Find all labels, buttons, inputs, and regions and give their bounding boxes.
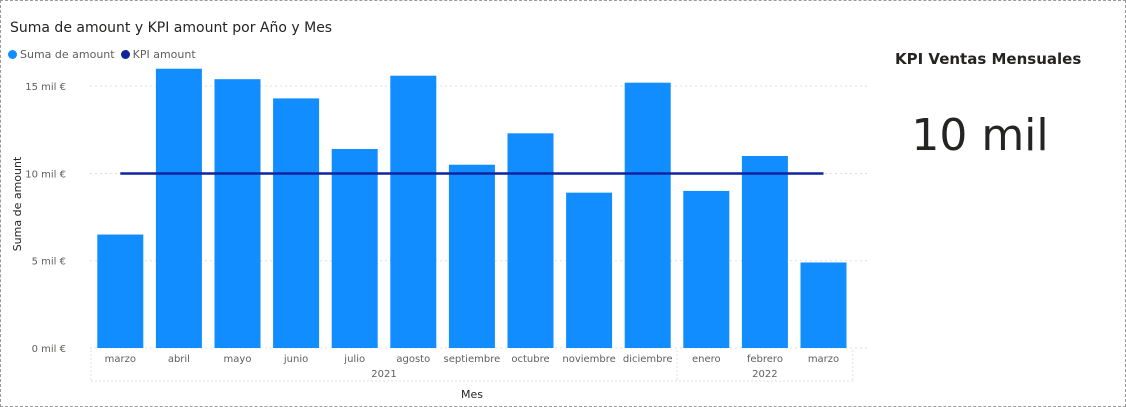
y-axis-title: Suma de amount [11, 156, 24, 251]
x-tick-label: junio [283, 354, 308, 365]
x-year-label: 2021 [371, 369, 396, 380]
y-tick-label: 15 mil € [25, 82, 66, 93]
y-tick-label: 10 mil € [25, 169, 66, 180]
legend-label-kpi: KPI amount [132, 48, 196, 61]
bar-5 [331, 149, 378, 348]
x-tick-label: abril [168, 354, 190, 365]
y-tick-label: 5 mil € [32, 257, 66, 268]
x-tick-label: noviembre [562, 354, 615, 365]
x-year-label: 2022 [752, 369, 777, 380]
x-tick-label: octubre [511, 354, 549, 365]
bar-4 [273, 98, 320, 349]
bar-3 [214, 79, 261, 348]
x-tick-label: diciembre [623, 354, 673, 365]
x-axis-title: Mes [461, 388, 483, 401]
chart-title: Suma de amount y KPI amount por Año y Me… [10, 20, 333, 36]
bar-10 [624, 82, 671, 348]
x-tick-label: febrero [747, 354, 783, 365]
x-tick-label: julio [343, 354, 365, 365]
bar-1 [97, 234, 144, 348]
legend-item-suma[interactable]: Suma de amount [8, 48, 115, 61]
legend-item-kpi[interactable]: KPI amount [120, 48, 196, 61]
bar-11 [683, 190, 730, 348]
bar-13 [800, 262, 847, 348]
legend-dot-suma [8, 50, 17, 59]
legend-label-suma: Suma de amount [20, 48, 115, 61]
y-tick-label: 0 mil € [32, 344, 66, 355]
kpi-card-value: 10 mil [911, 110, 1049, 161]
bar-6 [390, 75, 437, 348]
x-tick-label: septiembre [444, 354, 501, 365]
chart-legend: Suma de amount KPI amount [8, 48, 202, 61]
bar-12 [741, 156, 788, 348]
x-tick-label: mayo [224, 354, 252, 365]
combo-chart: 0 mil € 5 mil € 10 mil € 15 mil € Suma de am… [11, 68, 868, 401]
legend-dot-kpi [120, 50, 130, 59]
bar-2 [155, 68, 202, 349]
x-tick-label: marzo [105, 354, 136, 365]
kpi-card-title: KPI Ventas Mensuales [895, 50, 1082, 68]
bar-9 [566, 192, 613, 348]
x-tick-label: agosto [396, 354, 430, 365]
bar-7 [448, 164, 495, 348]
x-tick-label: enero [692, 354, 721, 365]
bar-8 [507, 133, 554, 348]
x-tick-label: marzo [808, 354, 839, 365]
